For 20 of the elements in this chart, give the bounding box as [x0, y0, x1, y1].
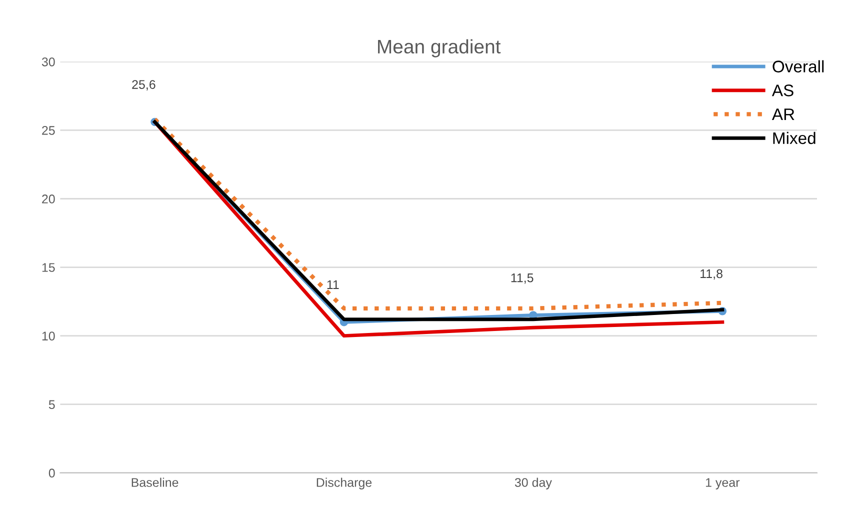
- legend-label: AS: [772, 84, 794, 96]
- y-tick-label: 20: [42, 194, 55, 204]
- y-tick-label: 10: [42, 332, 55, 340]
- data-label: 11,8: [700, 269, 722, 280]
- y-tick-label: 25: [42, 126, 55, 135]
- legend-label: AR: [772, 108, 794, 120]
- y-tick-label: 15: [42, 263, 55, 272]
- legend-label: Mixed: [773, 132, 816, 144]
- chart-title: Mean gradient: [378, 39, 501, 58]
- x-tick-label: 30 day: [514, 478, 552, 490]
- x-tick-label: 1 year: [706, 478, 740, 490]
- legend-label: Overall: [772, 60, 824, 72]
- data-label: 11,5: [511, 274, 534, 284]
- data-label: 25,6: [132, 80, 156, 90]
- y-tick-label: 30: [42, 57, 55, 66]
- x-tick-label: Baseline: [132, 478, 178, 487]
- y-tick-label: 0: [48, 468, 55, 478]
- data-label: 11: [327, 280, 339, 289]
- y-tick-label: 5: [48, 400, 55, 409]
- x-tick-label: Discharge: [316, 478, 372, 490]
